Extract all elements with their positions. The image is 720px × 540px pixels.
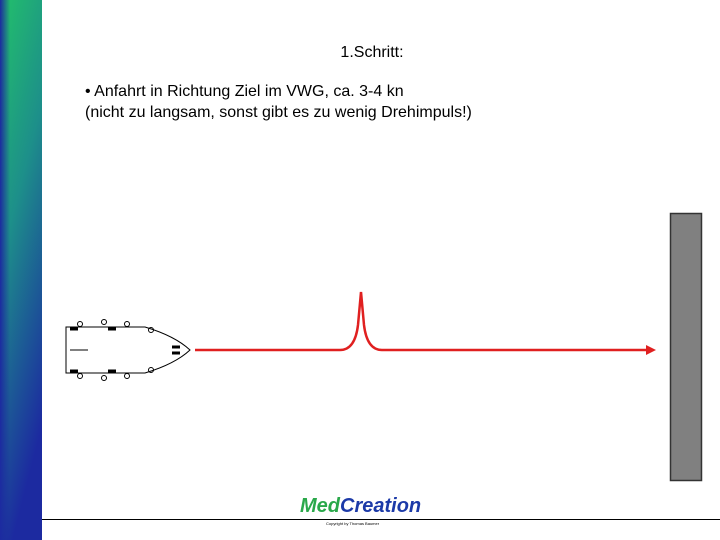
target-pier xyxy=(669,212,703,482)
side-bar-edge xyxy=(0,0,10,540)
course-arrow xyxy=(195,291,656,355)
logo-part: Med xyxy=(300,495,340,517)
boat xyxy=(65,319,191,381)
copyright: Copyright by Thomas Baumer xyxy=(326,521,380,526)
slide-title: 1.Schritt: xyxy=(340,44,404,61)
bullet-line: • Anfahrt in Richtung Ziel im VWG, ca. 3… xyxy=(85,83,404,100)
logo: MedCreation xyxy=(300,495,421,518)
logo-part: Creation xyxy=(340,495,422,517)
bullet-line: (nicht zu langsam, sonst gibt es zu weni… xyxy=(85,104,472,121)
